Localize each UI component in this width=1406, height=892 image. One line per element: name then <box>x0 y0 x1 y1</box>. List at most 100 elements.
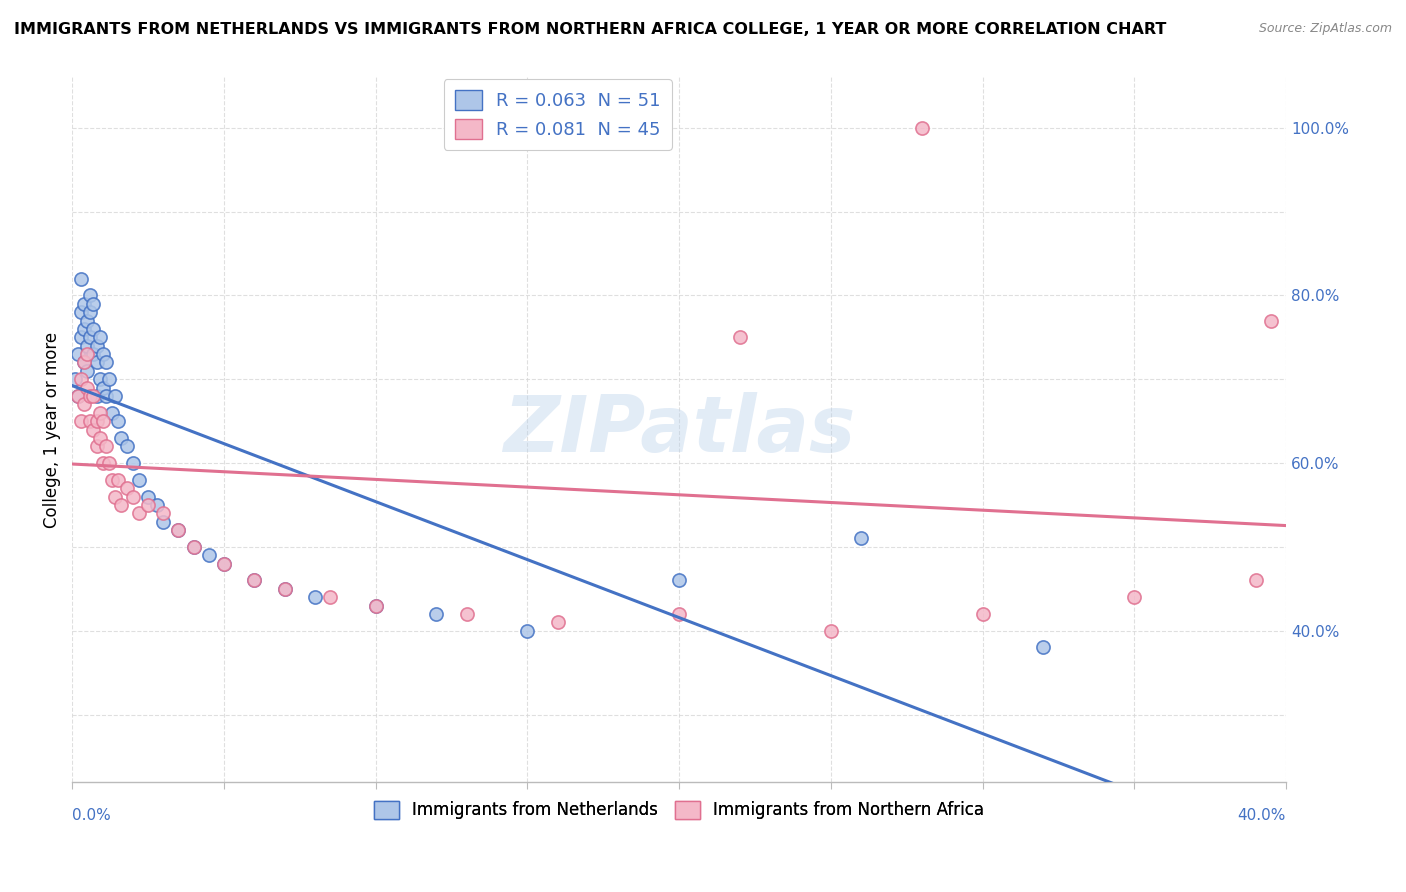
Point <box>82 297 104 311</box>
Point <box>91 414 114 428</box>
Point <box>89 406 111 420</box>
Text: ZIPatlas: ZIPatlas <box>503 392 855 467</box>
Point <box>152 506 174 520</box>
Point <box>849 532 872 546</box>
Point <box>97 372 120 386</box>
Point <box>82 347 104 361</box>
Point <box>76 381 98 395</box>
Point <box>183 540 205 554</box>
Point <box>136 490 159 504</box>
Point <box>122 490 145 504</box>
Point <box>100 406 122 420</box>
Point <box>82 322 104 336</box>
Point <box>67 347 90 361</box>
Point <box>110 431 132 445</box>
Point <box>73 322 96 336</box>
Point <box>86 339 108 353</box>
Point <box>820 624 842 638</box>
Point <box>82 389 104 403</box>
Point <box>273 582 295 596</box>
Point <box>70 330 93 344</box>
Point <box>70 372 93 386</box>
Text: 40.0%: 40.0% <box>1237 808 1286 823</box>
Point <box>1260 313 1282 327</box>
Point <box>70 305 93 319</box>
Point <box>668 574 690 588</box>
Point <box>972 607 994 621</box>
Point <box>128 473 150 487</box>
Point <box>73 297 96 311</box>
Point <box>128 506 150 520</box>
Point <box>547 615 569 630</box>
Point <box>79 389 101 403</box>
Point <box>73 355 96 369</box>
Point <box>243 574 266 588</box>
Point <box>76 347 98 361</box>
Point <box>76 313 98 327</box>
Point <box>115 439 138 453</box>
Point <box>67 389 90 403</box>
Point <box>79 305 101 319</box>
Point <box>197 548 219 562</box>
Legend: Immigrants from Netherlands, Immigrants from Northern Africa: Immigrants from Netherlands, Immigrants … <box>367 794 991 826</box>
Point <box>65 372 87 386</box>
Point <box>91 347 114 361</box>
Point <box>183 540 205 554</box>
Point <box>668 607 690 621</box>
Point <box>97 456 120 470</box>
Point <box>364 599 387 613</box>
Point <box>273 582 295 596</box>
Point <box>100 473 122 487</box>
Point <box>304 590 326 604</box>
Point <box>146 498 169 512</box>
Point <box>1244 574 1267 588</box>
Text: 0.0%: 0.0% <box>72 808 111 823</box>
Point <box>110 498 132 512</box>
Point <box>152 515 174 529</box>
Point <box>911 120 934 135</box>
Point <box>136 498 159 512</box>
Point <box>86 389 108 403</box>
Point <box>107 473 129 487</box>
Point <box>91 381 114 395</box>
Point <box>1123 590 1146 604</box>
Point <box>319 590 342 604</box>
Point <box>86 439 108 453</box>
Point <box>89 431 111 445</box>
Point <box>728 330 751 344</box>
Point <box>122 456 145 470</box>
Point <box>115 481 138 495</box>
Point <box>243 574 266 588</box>
Point <box>364 599 387 613</box>
Point <box>79 414 101 428</box>
Point <box>70 414 93 428</box>
Point <box>89 330 111 344</box>
Point <box>67 389 90 403</box>
Point <box>516 624 538 638</box>
Point <box>167 523 190 537</box>
Text: IMMIGRANTS FROM NETHERLANDS VS IMMIGRANTS FROM NORTHERN AFRICA COLLEGE, 1 YEAR O: IMMIGRANTS FROM NETHERLANDS VS IMMIGRANT… <box>14 22 1167 37</box>
Point <box>73 397 96 411</box>
Text: Source: ZipAtlas.com: Source: ZipAtlas.com <box>1258 22 1392 36</box>
Point <box>91 456 114 470</box>
Point <box>212 557 235 571</box>
Point <box>89 372 111 386</box>
Point <box>456 607 478 621</box>
Point <box>76 364 98 378</box>
Point <box>425 607 447 621</box>
Point <box>167 523 190 537</box>
Point <box>1032 640 1054 655</box>
Point <box>86 355 108 369</box>
Point <box>104 490 127 504</box>
Point <box>104 389 127 403</box>
Point <box>70 271 93 285</box>
Point <box>86 414 108 428</box>
Y-axis label: College, 1 year or more: College, 1 year or more <box>44 332 60 527</box>
Point <box>82 423 104 437</box>
Point <box>107 414 129 428</box>
Point <box>76 339 98 353</box>
Point <box>94 389 117 403</box>
Point <box>73 355 96 369</box>
Point <box>94 355 117 369</box>
Point <box>94 439 117 453</box>
